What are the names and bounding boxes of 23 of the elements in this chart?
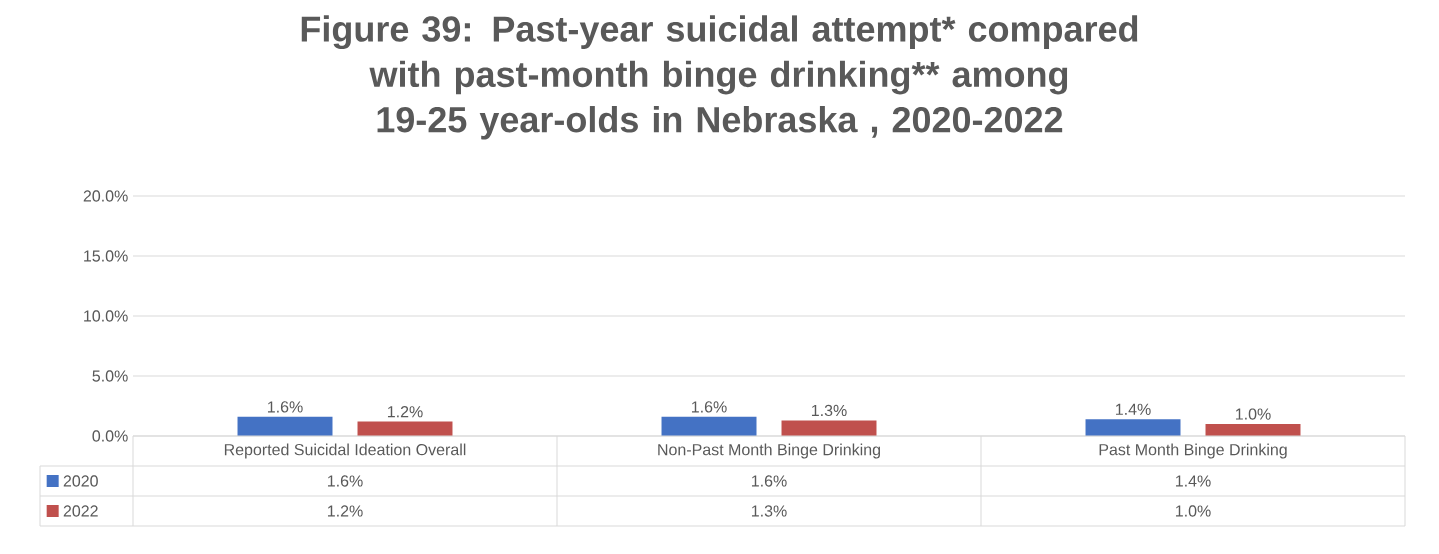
- x-tick-label: Non-Past Month Binge Drinking: [658, 443, 880, 459]
- text: 1.2%: [387, 406, 423, 418]
- data-label: 1.4%: [1175, 475, 1211, 487]
- text: 1.3%: [811, 404, 847, 417]
- data-label: 1.6%: [751, 475, 787, 487]
- y-tick-label: 5.0%: [92, 370, 128, 382]
- text: 1.6%: [267, 401, 303, 413]
- data-label: 1.6%: [327, 475, 363, 487]
- y-tick-label: 0.0%: [92, 430, 128, 442]
- text: 1.4%: [1115, 403, 1151, 415]
- legend-label: 2022: [63, 505, 98, 517]
- data-label: 1.0%: [1175, 505, 1211, 517]
- y-tick-label: 10.0%: [84, 310, 128, 322]
- x-tick-label: Past Month Binge Drinking: [1099, 443, 1287, 459]
- text: 1.0%: [1235, 408, 1271, 420]
- y-tick-label: 15.0%: [84, 250, 128, 262]
- data-label: 1.3%: [751, 505, 787, 517]
- chart-title: Figure 39: Past-year suicidal attempt* compared with past-month binge drinking** among 19-25 year-olds in Nebraska , 2020-2022: [301, 15, 1138, 140]
- text: 1.6%: [691, 401, 727, 413]
- x-tick-label: Reported Suicidal Ideation Overall: [224, 443, 466, 459]
- y-tick-label: 20.0%: [83, 190, 128, 202]
- data-label: 1.2%: [327, 505, 363, 517]
- legend-label: 2020: [63, 475, 98, 487]
